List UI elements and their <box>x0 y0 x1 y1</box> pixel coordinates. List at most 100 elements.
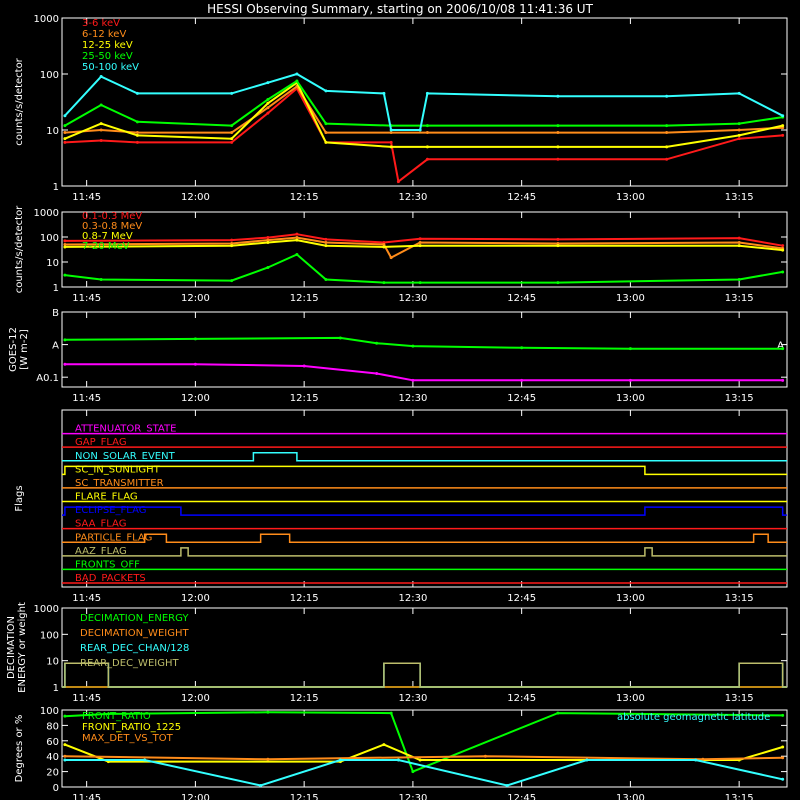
x-tick-label: 11:45 <box>72 693 101 704</box>
data-point <box>99 277 103 281</box>
data-point <box>389 711 393 715</box>
legend-entry: DECIMATION_WEIGHT <box>80 628 189 639</box>
panel-frame <box>61 17 788 187</box>
x-tick-label: 12:00 <box>181 793 210 800</box>
data-point <box>781 133 785 137</box>
data-point <box>781 270 785 274</box>
data-point <box>781 248 785 252</box>
y-tick-label: A <box>777 341 784 352</box>
panel-frame <box>61 311 788 388</box>
flag-label: ATTENUATOR_STATE <box>75 424 176 435</box>
data-point <box>295 232 299 236</box>
x-tick-label: 12:00 <box>181 393 210 404</box>
data-point <box>665 94 669 98</box>
y-tick-label: 100 <box>40 233 59 244</box>
data-point <box>556 281 560 285</box>
chart-title: HESSI Observing Summary, starting on 200… <box>207 2 593 16</box>
y-tick-label: 80 <box>46 721 59 732</box>
data-point <box>266 238 270 242</box>
y-tick-label: 1 <box>53 683 59 694</box>
data-point <box>295 79 299 83</box>
data-point <box>781 756 785 760</box>
y-tick-label: 1000 <box>34 208 59 219</box>
x-tick-label: 12:00 <box>181 293 210 304</box>
data-point <box>781 745 785 749</box>
flag-line <box>62 533 787 543</box>
data-point <box>628 347 632 351</box>
y-axis-label: DECIMATION <box>6 616 17 679</box>
data-point <box>418 237 422 241</box>
y-tick-label: A <box>52 341 59 352</box>
series-line <box>64 253 783 284</box>
legend-entry: MAX_DET_VS_TOT <box>82 733 174 744</box>
y-tick-label: 10 <box>46 258 59 269</box>
data-point <box>99 122 103 126</box>
data-point <box>230 131 234 135</box>
data-point <box>99 128 103 132</box>
y-tick-label: 100 <box>40 706 59 717</box>
data-point <box>411 378 415 382</box>
data-point <box>266 101 270 105</box>
data-point <box>737 137 741 141</box>
series-line <box>64 86 783 184</box>
x-tick-label: 12:45 <box>507 793 536 800</box>
data-point <box>193 362 197 366</box>
legend-entry: FRONT_RATIO <box>82 711 151 722</box>
flag-label: AAZ_FLAG <box>75 546 127 557</box>
data-point <box>781 713 785 717</box>
data-point <box>338 336 342 340</box>
data-point <box>556 237 560 241</box>
y-tick-label: A0.1 <box>36 373 59 384</box>
flag-label: NON_SOLAR_EVENT <box>75 451 176 462</box>
panel-frame <box>61 709 788 788</box>
flag-line <box>62 506 787 516</box>
flag-label: SC_TRANSMITTER <box>75 478 164 489</box>
x-tick-label: 12:45 <box>507 593 536 604</box>
data-point <box>63 245 67 249</box>
data-point <box>63 758 67 762</box>
x-tick-label: 13:15 <box>725 593 754 604</box>
x-tick-label: 12:45 <box>507 192 536 203</box>
y-tick-label: 10 <box>46 126 59 137</box>
legend-entry: 0.1-0.3 MeV <box>82 211 142 222</box>
data-point <box>556 244 560 248</box>
data-point <box>781 347 785 351</box>
legend-entry: FRONT_RATIO_1225 <box>82 722 181 733</box>
data-point <box>63 754 67 758</box>
panel-frame <box>61 409 788 588</box>
data-point <box>665 131 669 135</box>
data-point <box>266 111 270 115</box>
data-point <box>781 244 785 248</box>
data-point <box>266 710 270 714</box>
data-point <box>63 140 67 144</box>
data-point <box>230 279 234 283</box>
y-tick-label: 0 <box>53 783 59 794</box>
legend-entry: DECIMATION_ENERGY <box>80 613 189 624</box>
y-axis-label: Flags <box>14 485 25 511</box>
x-tick-label: 13:00 <box>616 393 645 404</box>
data-point <box>737 236 741 240</box>
y-tick-label: 1 <box>53 283 59 294</box>
data-point <box>63 114 67 118</box>
data-point <box>425 157 429 161</box>
data-point <box>628 378 632 382</box>
legend-entry: 6-12 keV <box>82 29 126 40</box>
series-line <box>64 759 783 787</box>
data-point <box>665 157 669 161</box>
data-point <box>295 72 299 76</box>
flag-label: BAD_PACKETS <box>75 573 146 584</box>
data-point <box>389 256 393 260</box>
x-tick-label: 12:30 <box>398 593 427 604</box>
data-point <box>266 236 270 240</box>
data-point <box>63 131 67 135</box>
data-point <box>556 241 560 245</box>
data-point <box>505 783 509 787</box>
data-point <box>425 145 429 149</box>
x-tick-label: 12:30 <box>398 192 427 203</box>
series-line <box>64 336 783 350</box>
panel-flags: 11:45 12:00 12:15 12:30 12:45 13:00 13:15 Flags… <box>14 409 788 604</box>
legend-entry: 0.3-0.8 MeV <box>82 221 142 232</box>
data-point <box>418 281 422 285</box>
panel-frame <box>61 211 788 288</box>
data-point <box>324 244 328 248</box>
